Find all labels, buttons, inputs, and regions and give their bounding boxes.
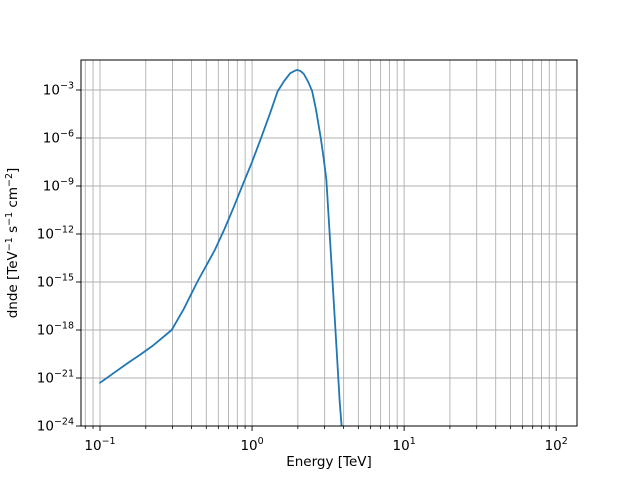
y-tick-label: 10−12 bbox=[37, 225, 74, 243]
y-tick-label: 10−18 bbox=[37, 321, 74, 339]
x-tick-label: 101 bbox=[393, 436, 416, 454]
x-axis-label: Energy [TeV] bbox=[286, 454, 372, 470]
y-tick-label: 10−24 bbox=[37, 417, 74, 435]
x-tick-label: 102 bbox=[545, 436, 568, 454]
x-tick-label: 10−1 bbox=[84, 436, 115, 454]
label-layer: Energy [TeV] dnde [TeV−1 s−1 cm−2] bbox=[4, 168, 372, 470]
y-axis-label: dnde [TeV−1 s−1 cm−2] bbox=[4, 168, 21, 319]
x-tick-label: 100 bbox=[240, 436, 263, 454]
y-tick-label: 10−9 bbox=[43, 177, 74, 195]
plot-border bbox=[80, 59, 578, 427]
y-tick-label: 10−3 bbox=[43, 81, 74, 99]
tick-layer: 10−1 100 101 102 10−3 10−6 10−9 10−12 10−15 10−18… bbox=[37, 81, 568, 454]
y-tick-label: 10−21 bbox=[37, 369, 74, 387]
y-tick-label: 10−6 bbox=[43, 129, 74, 147]
y-tick-label: 10−15 bbox=[37, 273, 74, 291]
dnde-curve bbox=[99, 69, 343, 426]
curve-layer bbox=[99, 69, 343, 426]
grid-layer bbox=[81, 60, 577, 427]
